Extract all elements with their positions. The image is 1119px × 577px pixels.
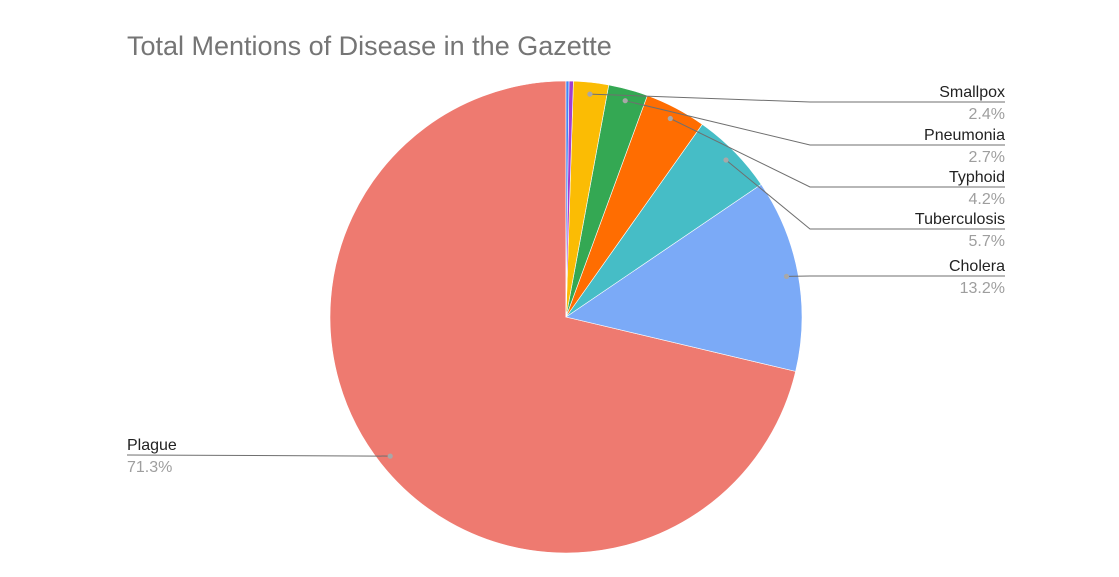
callout-lines bbox=[126, 91, 1005, 459]
chart-title: Total Mentions of Disease in the Gazette bbox=[127, 31, 612, 61]
slice-minor-7 bbox=[565, 80, 570, 318]
label-typhoid: Typhoid bbox=[949, 169, 1005, 186]
callout-line-plague bbox=[126, 454, 391, 457]
slice-cholera bbox=[565, 183, 803, 372]
label-tuberculosis: Tuberculosis bbox=[915, 211, 1005, 228]
label-pneumonia: Pneumonia bbox=[924, 127, 1005, 144]
label-plague: Plague bbox=[127, 437, 177, 454]
callout-dot-tuberculosis bbox=[723, 157, 729, 163]
callout-dot-plague bbox=[387, 453, 393, 459]
slice-plague bbox=[329, 80, 797, 554]
callout-line-typhoid bbox=[670, 118, 1005, 188]
label-cholera: Cholera bbox=[949, 258, 1005, 275]
callout-line-pneumonia bbox=[625, 100, 1005, 146]
label-smallpox: Smallpox bbox=[939, 84, 1005, 101]
callout-dot-smallpox bbox=[587, 91, 593, 97]
pct-label-smallpox: 2.4% bbox=[969, 106, 1005, 123]
pct-label-pneumonia: 2.7% bbox=[969, 149, 1005, 166]
callout-dot-cholera bbox=[783, 273, 790, 279]
callout-dot-pneumonia bbox=[622, 98, 628, 104]
pct-label-tuberculosis: 5.7% bbox=[969, 233, 1005, 250]
pie-slices bbox=[329, 80, 803, 554]
pct-label-typhoid: 4.2% bbox=[969, 191, 1005, 208]
callout-line-tuberculosis bbox=[725, 159, 1005, 230]
slice-labels: Plague 71.3% Cholera 13.2% Tuberculosis 5.7% T… bbox=[127, 84, 1005, 476]
pct-label-plague: 71.3% bbox=[127, 459, 172, 476]
callout-line-smallpox bbox=[589, 93, 1005, 103]
callout-dot-typhoid bbox=[667, 115, 673, 122]
pct-label-cholera: 13.2% bbox=[960, 280, 1005, 297]
